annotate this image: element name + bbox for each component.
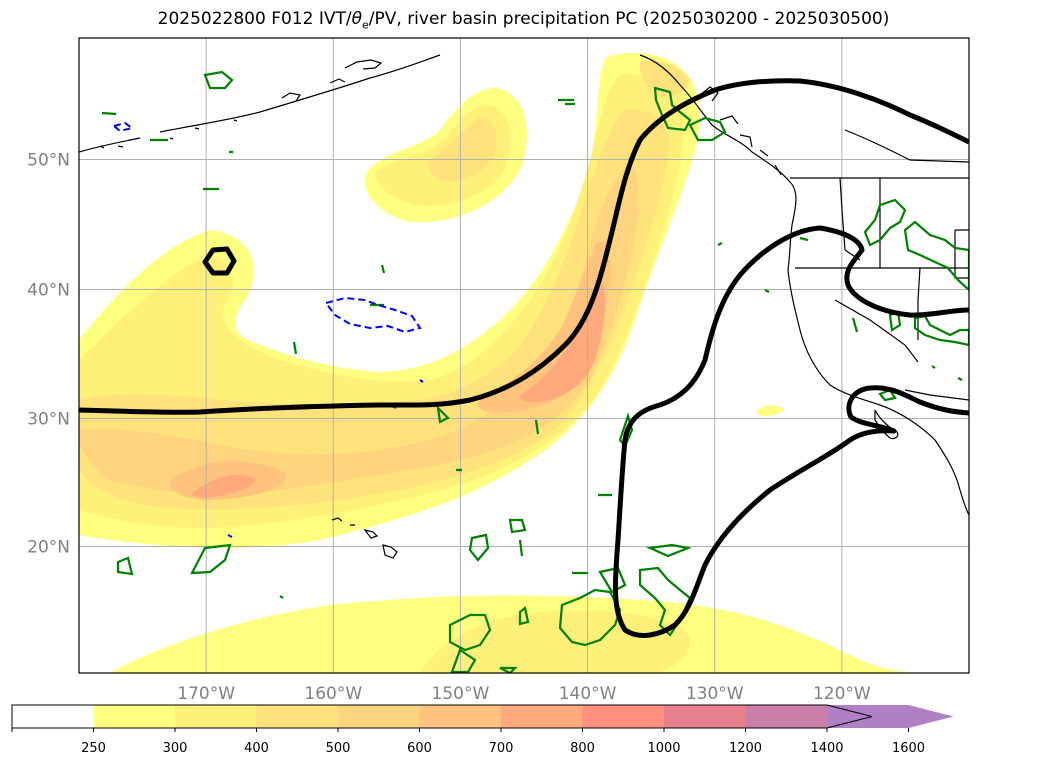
lon-tick-label: 120°W <box>813 684 871 704</box>
colorbar-under-segment <box>12 705 94 728</box>
ivt-shading <box>79 52 920 673</box>
ivt-ar-700 <box>519 285 606 403</box>
colorbar-tick-label: 1000 <box>647 741 680 756</box>
colorbar-tick-label: 800 <box>570 741 595 756</box>
colorbar-segment <box>175 705 257 728</box>
ivt-coast-400 <box>639 60 690 97</box>
pv-inner-contour <box>612 225 969 638</box>
colorbar-tick-label: 1200 <box>729 741 762 756</box>
lon-tick-label: 130°W <box>686 684 744 704</box>
pv-small-ring <box>202 246 237 276</box>
longitude-tick-labels: 170°W 160°W 150°W 140°W 130°W 120°W <box>177 684 871 704</box>
colorbar: 250 300 400 500 600 700 800 1000 1200 1400 1600 <box>11 704 954 756</box>
colorbar-outline <box>11 704 873 729</box>
lat-tick-label: 30°N <box>27 410 70 430</box>
graticule <box>79 38 969 673</box>
colorbar-tick-label: 600 <box>407 741 432 756</box>
coastlines <box>79 54 969 559</box>
lon-tick-label: 150°W <box>432 684 490 704</box>
colorbar-tick-label: 1600 <box>892 741 925 756</box>
colorbar-segment <box>419 705 501 728</box>
colorbar-tick-label: 250 <box>81 741 106 756</box>
colorbar-segment <box>664 705 746 728</box>
colorbar-tick-label: 400 <box>244 741 269 756</box>
lat-tick-label: 40°N <box>27 281 70 301</box>
colorbar-tick-label: 500 <box>326 741 351 756</box>
ivt-small-patch <box>757 405 784 417</box>
pv-contours <box>79 78 969 638</box>
chart-title: 2025022800 F012 IVT/θe/PV, river basin p… <box>157 9 890 32</box>
colorbar-extend-segment <box>827 705 954 728</box>
colorbar-tick-label: 700 <box>489 741 514 756</box>
ivt-pacific-arc-400 <box>428 117 497 182</box>
lat-tick-label: 50°N <box>27 151 70 171</box>
lat-tick-label: 20°N <box>27 538 70 558</box>
colorbar-segment <box>93 705 175 728</box>
colorbar-segment <box>582 705 664 728</box>
colorbar-tick-label: 1400 <box>810 741 843 756</box>
lon-tick-label: 170°W <box>177 684 235 704</box>
colorbar-segment <box>501 705 583 728</box>
colorbar-tick-label: 300 <box>163 741 188 756</box>
pv-main-contour <box>79 78 969 415</box>
lon-tick-label: 160°W <box>304 684 362 704</box>
map-frame <box>78 37 970 674</box>
lon-tick-label: 140°W <box>559 684 617 704</box>
latitude-tick-labels: 20°N 30°N 40°N 50°N <box>27 151 70 558</box>
colorbar-segment <box>745 705 827 728</box>
precipitation-contours <box>101 70 969 673</box>
colorbar-segment <box>338 705 420 728</box>
colorbar-segment <box>256 705 338 728</box>
